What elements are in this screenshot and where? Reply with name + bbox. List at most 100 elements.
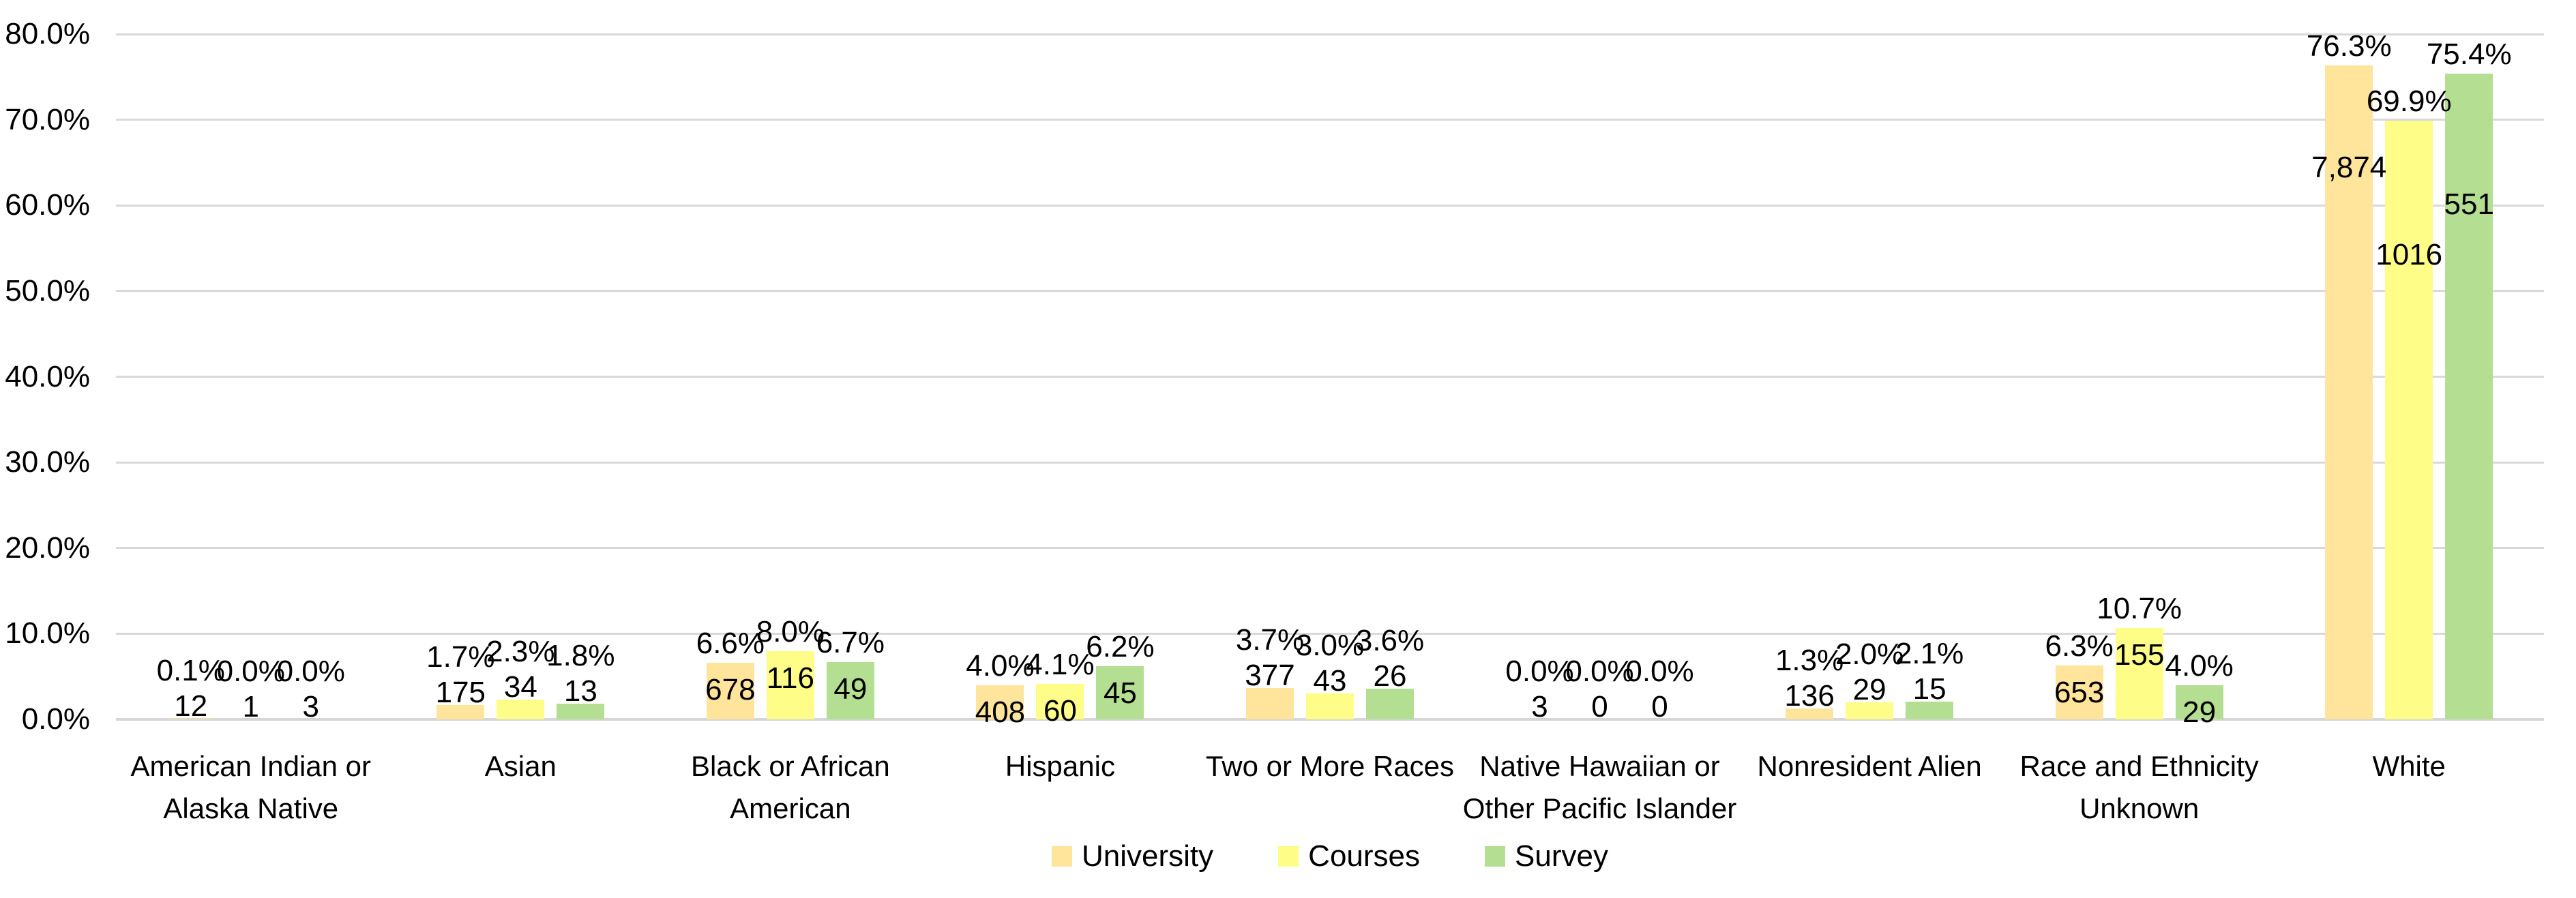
legend-label-survey: Survey xyxy=(1515,839,1608,873)
bar-university-2 xyxy=(706,663,754,719)
legend-swatch-courses xyxy=(1278,846,1299,867)
bar-university-8 xyxy=(2325,65,2373,719)
count-label-courses-7: 155 xyxy=(2114,638,2165,672)
gridline-70 xyxy=(116,119,2544,121)
legend-swatch-university xyxy=(1052,846,1073,867)
category-label-line: Nonresident Alien xyxy=(1757,750,1982,782)
gridline-30 xyxy=(116,461,2544,464)
pct-label-survey-7: 4.0% xyxy=(2165,648,2234,683)
count-label-survey-6: 15 xyxy=(1912,672,1946,706)
bar-courses-8 xyxy=(2385,120,2433,719)
pct-label-university-0: 0.1% xyxy=(156,653,225,687)
legend-swatch-survey xyxy=(1485,846,1506,867)
pct-label-survey-8: 75.4% xyxy=(2426,37,2512,71)
count-label-survey-2: 49 xyxy=(833,672,868,706)
y-tick-label: 10.0% xyxy=(5,616,90,650)
bar-survey-4 xyxy=(1366,688,1414,719)
count-label-survey-7: 29 xyxy=(2182,695,2217,729)
pct-label-university-4: 3.7% xyxy=(1235,623,1305,657)
bar-courses-6 xyxy=(1846,702,1894,719)
pct-label-university-7: 6.3% xyxy=(2045,629,2114,663)
bar-university-1 xyxy=(436,704,485,719)
category-label-line: American xyxy=(730,792,851,824)
gridline-40 xyxy=(116,376,2544,378)
y-tick-label: 60.0% xyxy=(5,188,90,222)
count-label-courses-5: 0 xyxy=(1591,690,1608,723)
legend: University Courses Survey xyxy=(116,837,2544,875)
count-label-courses-3: 60 xyxy=(1043,694,1077,728)
category-label-3: Hispanic xyxy=(908,745,1213,788)
legend-item-courses: Courses xyxy=(1278,839,1420,874)
count-label-university-6: 136 xyxy=(1784,678,1835,713)
pct-label-survey-5: 0.0% xyxy=(1625,655,1694,688)
bar-courses-1 xyxy=(497,700,545,719)
bar-survey-7 xyxy=(2175,685,2223,719)
pct-label-courses-6: 2.0% xyxy=(1835,637,1904,671)
y-tick-label: 50.0% xyxy=(5,273,90,308)
count-label-survey-5: 0 xyxy=(1651,690,1668,723)
category-label-line: Alaska Native xyxy=(163,792,339,824)
category-label-4: Two or More Races xyxy=(1178,745,1482,788)
category-label-8: White xyxy=(2257,745,2561,788)
gridline-80 xyxy=(116,33,2544,35)
count-label-university-8: 7,874 xyxy=(2311,151,2387,185)
y-tick-label: 20.0% xyxy=(5,530,90,565)
category-label-line: Unknown xyxy=(2079,792,2200,824)
category-label-1: Asian xyxy=(369,745,673,788)
pct-label-courses-2: 8.0% xyxy=(756,614,825,648)
gridline-20 xyxy=(116,547,2544,550)
pct-label-courses-3: 4.1% xyxy=(1026,648,1095,682)
category-label-2: Black or African American xyxy=(638,745,943,830)
category-label-7: Race and Ethnicity Unknown xyxy=(1987,745,2292,830)
count-label-university-1: 175 xyxy=(435,675,486,709)
pct-label-courses-8: 69.9% xyxy=(2366,84,2452,118)
pct-label-university-1: 1.7% xyxy=(426,640,495,674)
count-label-courses-8: 1016 xyxy=(2375,237,2443,271)
y-tick-label: 30.0% xyxy=(5,445,90,479)
bar-university-4 xyxy=(1246,687,1294,719)
count-label-courses-2: 116 xyxy=(766,661,814,695)
bar-courses-2 xyxy=(766,650,814,719)
pct-label-courses-0: 0.0% xyxy=(216,655,285,688)
pct-label-university-8: 76.3% xyxy=(2306,29,2392,63)
y-tick-label: 40.0% xyxy=(5,359,90,393)
plot-area: 0.1% 12 1.7% 175 6.6% 678 4.0% 408 3.7% 377 0.0% 3 1… xyxy=(116,29,2544,729)
count-label-university-4: 377 xyxy=(1245,658,1295,692)
legend-label-courses: Courses xyxy=(1308,839,1421,873)
category-label-line: Other Pacific Islander xyxy=(1462,792,1737,824)
category-label-line: Asian xyxy=(484,750,557,782)
x-axis-line xyxy=(116,718,2544,721)
gridline-10 xyxy=(116,632,2544,635)
count-label-survey-3: 45 xyxy=(1103,676,1137,710)
category-label-6: Nonresident Alien xyxy=(1717,745,2022,788)
pct-label-survey-2: 6.7% xyxy=(816,625,885,659)
pct-label-survey-4: 3.6% xyxy=(1355,623,1425,657)
count-label-courses-0: 1 xyxy=(242,690,259,723)
count-label-courses-4: 43 xyxy=(1313,664,1347,698)
category-label-line: Native Hawaiian or xyxy=(1479,750,1720,782)
bar-university-3 xyxy=(976,685,1024,719)
count-label-survey-4: 26 xyxy=(1373,659,1407,693)
count-label-survey-0: 3 xyxy=(302,690,319,723)
count-label-survey-1: 13 xyxy=(563,674,597,708)
legend-item-survey: Survey xyxy=(1485,839,1608,874)
count-label-university-0: 12 xyxy=(174,689,208,723)
pct-label-survey-6: 2.1% xyxy=(1895,636,1964,670)
bar-survey-1 xyxy=(557,704,605,719)
bar-survey-6 xyxy=(1906,701,1954,719)
bar-university-6 xyxy=(1786,708,1834,719)
pct-label-university-2: 6.6% xyxy=(696,627,765,661)
pct-label-survey-3: 6.2% xyxy=(1086,630,1155,664)
pct-label-survey-0: 0.0% xyxy=(276,655,345,688)
category-label-line: American Indian or xyxy=(130,750,372,782)
bar-courses-3 xyxy=(1036,684,1084,719)
pct-label-university-5: 0.0% xyxy=(1505,655,1574,688)
pct-label-survey-1: 1.8% xyxy=(546,639,615,673)
count-label-courses-1: 34 xyxy=(503,670,537,704)
y-tick-label: 70.0% xyxy=(5,102,90,136)
category-label-0: American Indian or Alaska Native xyxy=(99,745,403,830)
gridline-60 xyxy=(116,204,2544,207)
pct-label-university-3: 4.0% xyxy=(966,648,1035,683)
gridline-50 xyxy=(116,290,2544,293)
bar-university-7 xyxy=(2055,665,2103,719)
